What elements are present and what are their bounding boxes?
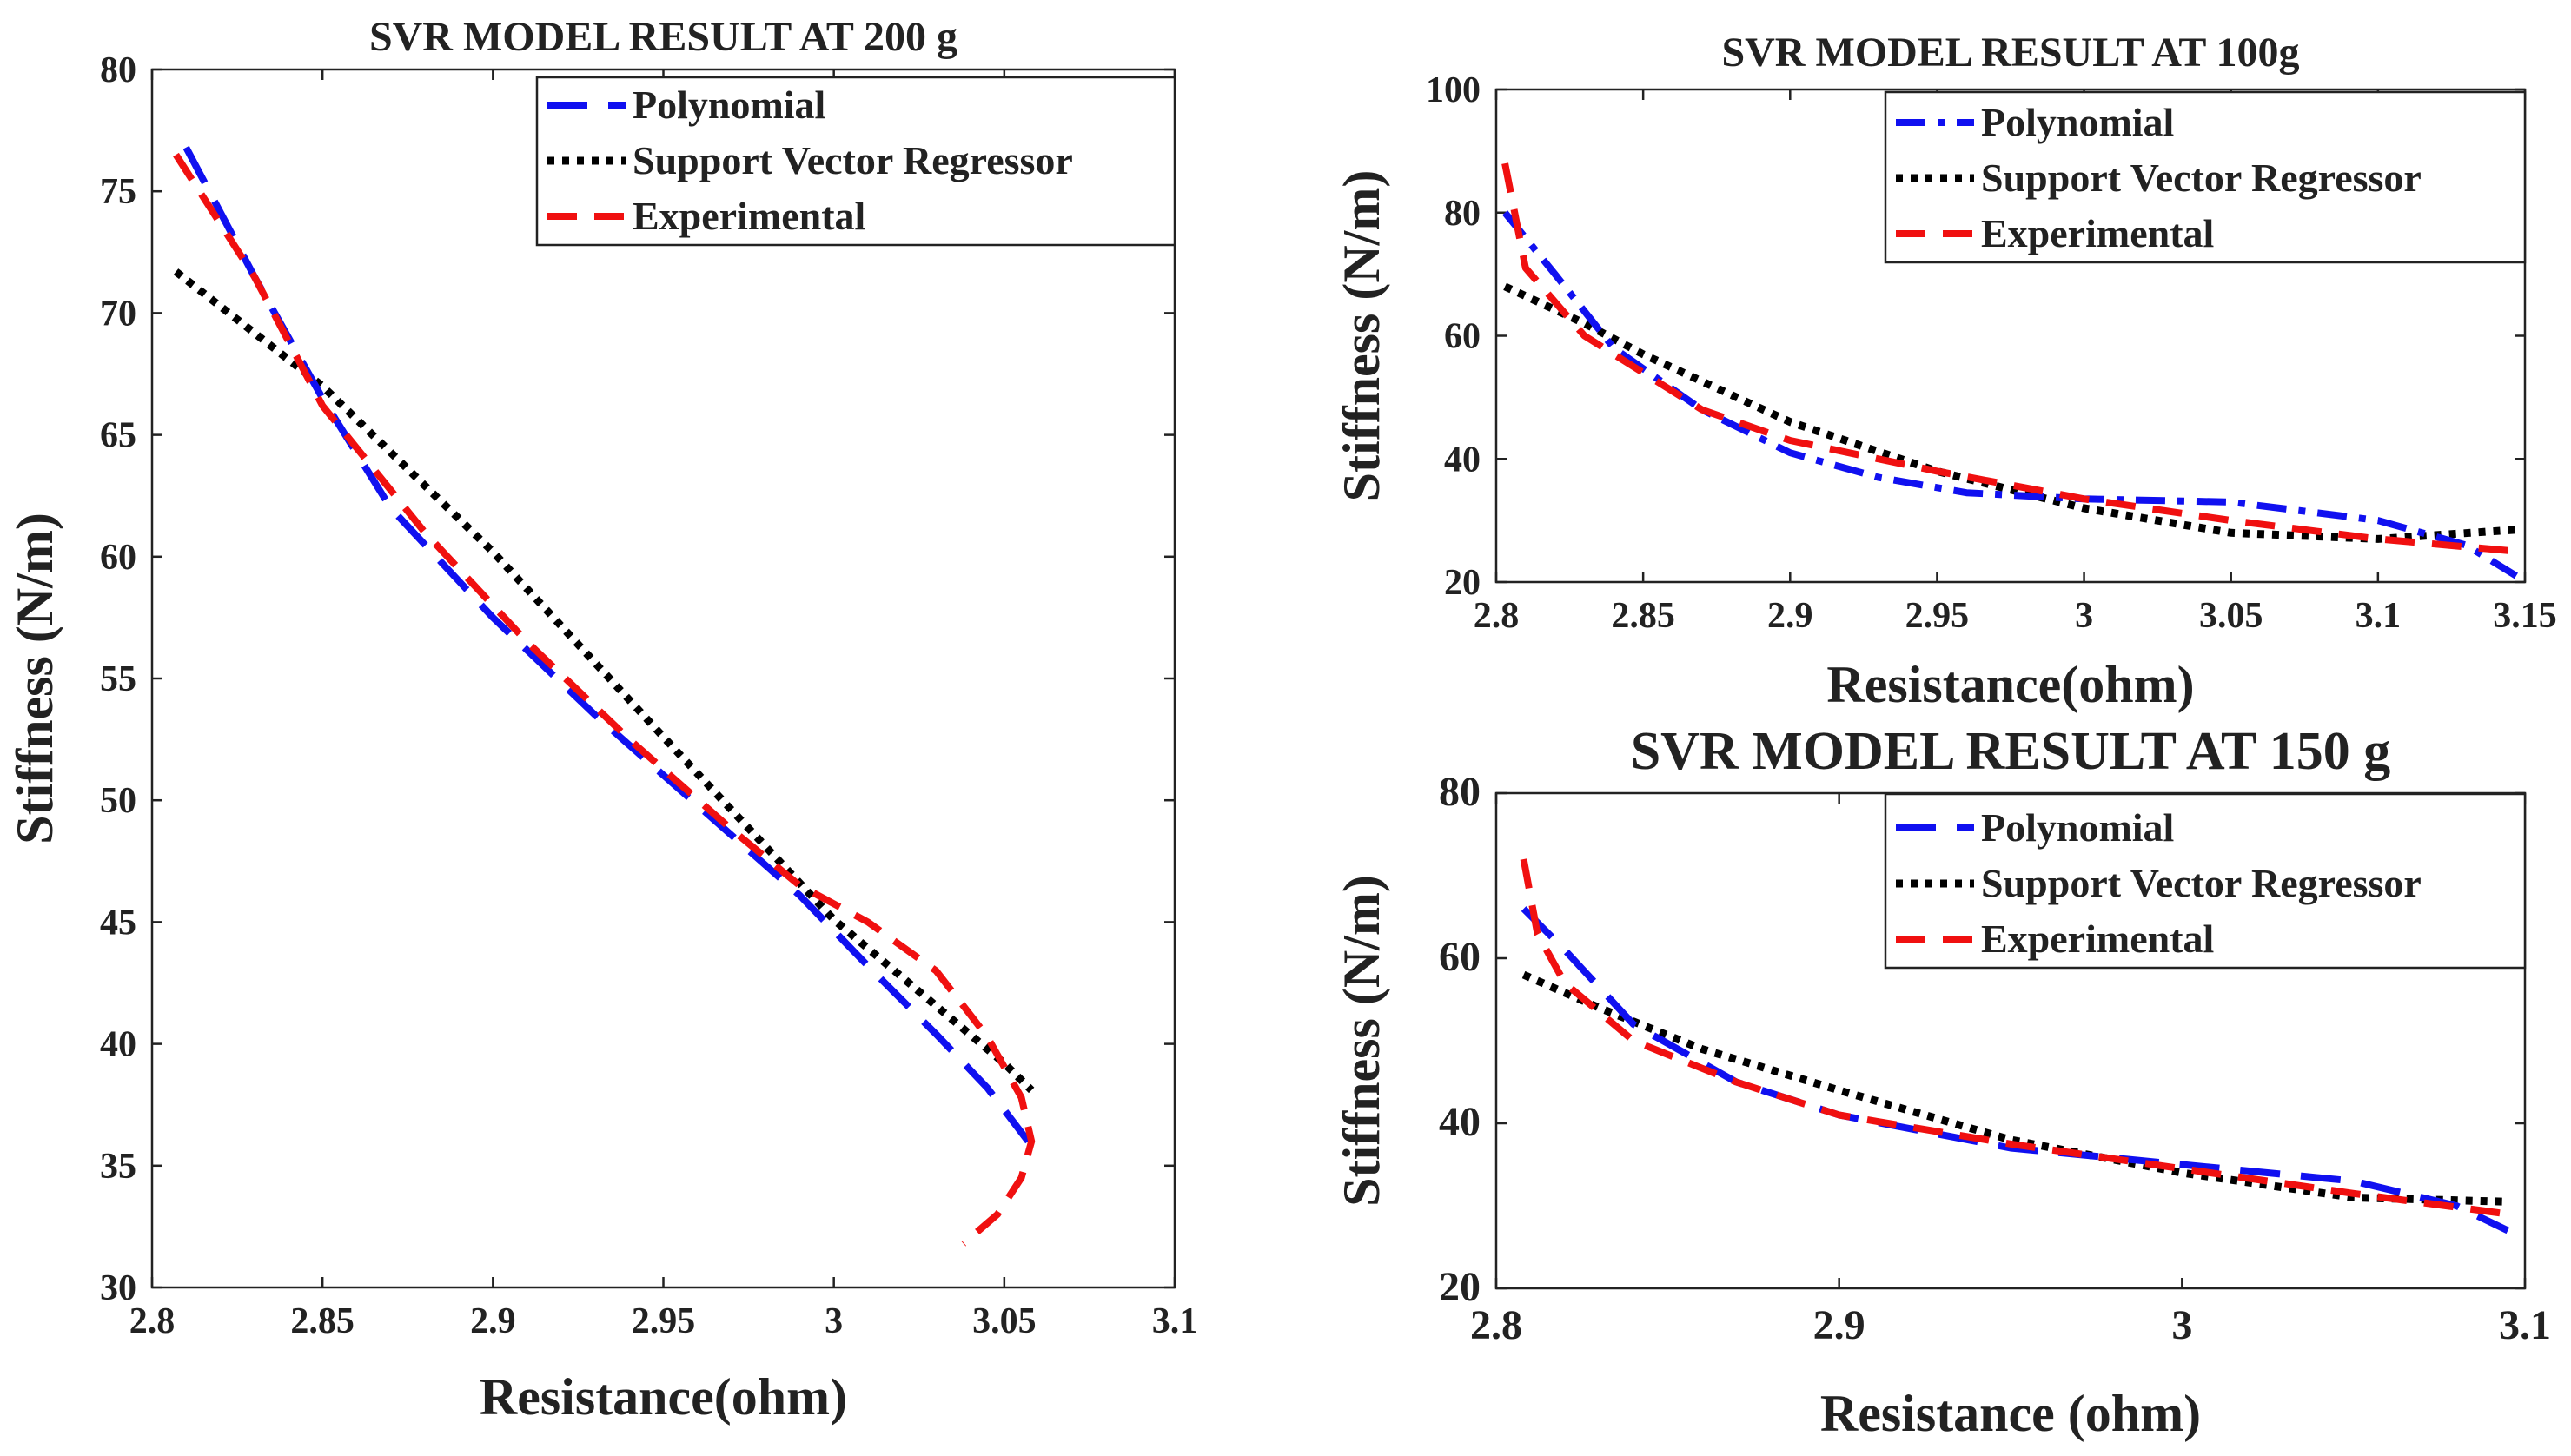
y-tick-label: 75 bbox=[100, 172, 136, 212]
series-line-experimental bbox=[1501, 162, 2517, 555]
x-tick-label: 2.8 bbox=[129, 1301, 176, 1341]
x-tick-label: 2.9 bbox=[1767, 596, 1813, 636]
x-tick-label: 3.05 bbox=[2199, 596, 2263, 636]
y-tick-label: 60 bbox=[100, 538, 136, 578]
chart-c150: SVR MODEL RESULT AT 150 g 2.8 2.9 3 3.1 20 40 6… bbox=[1333, 722, 2551, 1442]
chart-title: SVR MODEL RESULT AT 200 g bbox=[369, 14, 957, 60]
legend-label: Experimental bbox=[1981, 211, 2214, 255]
series-line-experimental bbox=[1520, 858, 2508, 1218]
legend-label: Support Vector Regressor bbox=[633, 138, 1073, 182]
legend-label: Support Vector Regressor bbox=[1981, 156, 2422, 200]
x-tick-label: 2.95 bbox=[1905, 596, 1970, 636]
legend-label: Polynomial bbox=[1981, 805, 2174, 850]
series-line-support-vector-regressor bbox=[1503, 282, 2517, 543]
chart-c200: SVR MODEL RESULT AT 200 g 2.8 2.85 2.9 2.95 3… bbox=[6, 14, 1197, 1426]
series-line-polynomial bbox=[1501, 210, 2518, 579]
chart-title: SVR MODEL RESULT AT 150 g bbox=[1631, 722, 2391, 781]
legend: Polynomial Support Vector Regressor Experi… bbox=[1884, 90, 2527, 264]
y-tick-label: 70 bbox=[100, 294, 136, 334]
legend-label: Polynomial bbox=[633, 83, 825, 127]
x-tick-label: 2.9 bbox=[1813, 1302, 1865, 1348]
y-tick-label: 55 bbox=[100, 659, 136, 699]
x-tick-label: 3.1 bbox=[1152, 1301, 1198, 1341]
x-tick-label: 2.8 bbox=[1470, 1302, 1522, 1348]
x-tick-label: 2.9 bbox=[470, 1301, 516, 1341]
y-axis-label: Stiffness (N/m) bbox=[6, 513, 63, 844]
y-tick-label: 65 bbox=[100, 416, 136, 456]
y-tick-label: 60 bbox=[1439, 934, 1481, 980]
x-axis-label: Resistance(ohm) bbox=[480, 1368, 847, 1426]
y-tick-label: 80 bbox=[100, 50, 136, 90]
x-tick-label: 3.05 bbox=[972, 1301, 1037, 1341]
x-axis-label: Resistance(ohm) bbox=[1826, 656, 2194, 713]
x-tick-label: 2.85 bbox=[1611, 596, 1675, 636]
y-tick-label: 60 bbox=[1444, 317, 1481, 357]
y-tick-label: 45 bbox=[100, 903, 136, 943]
legend: Polynomial Support Vector Regressor Experi… bbox=[1884, 792, 2527, 970]
x-tick-label: 2.95 bbox=[632, 1301, 696, 1341]
plot-area bbox=[173, 145, 1036, 1247]
legend-label: Support Vector Regressor bbox=[1981, 861, 2422, 905]
x-tick-label: 2.8 bbox=[1474, 596, 1520, 636]
legend-box bbox=[1884, 792, 2527, 970]
x-tick-label: 3 bbox=[825, 1301, 843, 1341]
x-tick-label: 3.15 bbox=[2493, 596, 2557, 636]
x-tick-label: 3 bbox=[2171, 1302, 2192, 1348]
legend-label: Experimental bbox=[633, 194, 865, 238]
y-tick-label: 30 bbox=[100, 1268, 136, 1308]
chart-title: SVR MODEL RESULT AT 100g bbox=[1721, 30, 2299, 76]
legend-box bbox=[1884, 90, 2527, 264]
y-tick-label: 50 bbox=[100, 781, 136, 821]
legend-box bbox=[535, 76, 1176, 247]
plot-area bbox=[1520, 858, 2510, 1234]
y-tick-label: 20 bbox=[1439, 1264, 1481, 1310]
legend-label: Experimental bbox=[1981, 917, 2214, 961]
legend: Polynomial Support Vector Regressor Experi… bbox=[535, 76, 1176, 247]
x-tick-label: 3.1 bbox=[2356, 596, 2402, 636]
y-tick-label: 40 bbox=[1444, 440, 1481, 480]
x-axis-label: Resistance (ohm) bbox=[1820, 1385, 2201, 1442]
legend-label: Polynomial bbox=[1981, 100, 2174, 144]
y-tick-label: 40 bbox=[100, 1025, 136, 1065]
x-tick-label: 3 bbox=[2075, 596, 2093, 636]
y-axis-label: Stiffness (N/m) bbox=[1333, 170, 1390, 502]
y-tick-label: 80 bbox=[1439, 769, 1481, 815]
y-tick-label: 40 bbox=[1439, 1099, 1481, 1145]
y-tick-label: 80 bbox=[1444, 194, 1481, 234]
y-tick-label: 35 bbox=[100, 1147, 136, 1187]
series-line-support-vector-regressor bbox=[1521, 970, 2508, 1206]
x-tick-label: 2.85 bbox=[290, 1301, 355, 1341]
chart-c100: SVR MODEL RESULT AT 100g 2.8 2.85 2.9 2.95 3 3… bbox=[1333, 30, 2557, 713]
plot-area bbox=[1501, 162, 2518, 579]
y-tick-label: 20 bbox=[1444, 563, 1481, 603]
series-line-experimental bbox=[173, 152, 1036, 1247]
x-tick-label: 3.1 bbox=[2499, 1302, 2551, 1348]
y-tick-label: 100 bbox=[1426, 70, 1481, 110]
y-axis-label: Stiffness (N/m) bbox=[1333, 875, 1390, 1207]
